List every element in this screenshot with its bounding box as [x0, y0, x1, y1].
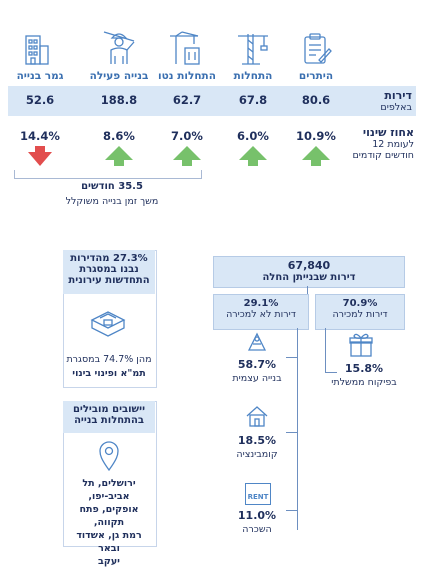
change-starts: 6.0% [237, 129, 269, 143]
finished-building-icon [20, 32, 52, 66]
row-label-dwellings-main: דירות [384, 89, 412, 102]
change-permits: 10.9% [296, 129, 336, 143]
total-starts-label: דירות שבנייתן החלה [262, 272, 356, 283]
leading-cities-list: ירושלים, תל אביב-יפו, אופקים, פתח תקווה,… [64, 477, 154, 568]
gift-box-icon [348, 332, 374, 358]
total-starts-box: 67,840 דירות שבנייתן החלה [213, 256, 405, 288]
up-arrow-icon [239, 146, 267, 166]
row-label-dwellings: דירות באלפים [346, 89, 412, 113]
value-net-starts: 62.7 [172, 93, 202, 107]
dwellings-band [8, 86, 416, 116]
connector [325, 372, 337, 373]
column-title-permits: היתרים [298, 70, 334, 82]
row-label-dwellings-sub: באלפים [380, 102, 412, 113]
urban-renewal-header: 27.3% מהדירות נבנו במסגרת התחדשות עירוני… [63, 250, 155, 294]
column-title-completion: גמר בנייה [16, 70, 64, 82]
not-for-sale-label: דירות לא למכירה [226, 309, 296, 320]
change-active-construction: 8.6% [103, 129, 135, 143]
leading-cities-title2: בהתחלות בנייה [74, 415, 144, 426]
rent-label: השכרה [242, 524, 272, 535]
value-active-construction: 188.8 [100, 93, 138, 107]
self-build-icon [245, 330, 269, 354]
value-permits: 80.6 [301, 93, 331, 107]
row-label-change: אחוז שינוי לעומת 12 חודשים קודמים [338, 126, 414, 161]
up-arrow-icon [173, 146, 201, 166]
leading-cities-header: יישובים מובילים בהתחלות בנייה [63, 401, 155, 433]
column-title-net-starts: התחלות נטו [158, 70, 216, 82]
connector [286, 432, 297, 433]
row-label-change-sub-1: לעומת 12 [372, 139, 414, 150]
construction-worker-icon [101, 28, 137, 66]
total-starts-value: 67,840 [287, 259, 331, 272]
urban-renewal-line1: 27.3% מהדירות [70, 253, 148, 264]
up-arrow-icon [105, 146, 133, 166]
urban-renewal-line3: התחדשות עירונית [68, 275, 150, 286]
construction-time-label: משך זמן בנייה משוקלל [65, 196, 159, 207]
value-completion: 52.6 [25, 93, 55, 107]
down-arrow-icon [28, 146, 52, 166]
for-sale-label: דירות למכירה [332, 309, 388, 320]
self-build-label: בנייה עצמית [232, 373, 282, 384]
column-title-active-construction: בנייה פעילה [89, 70, 149, 82]
not-for-sale-value: 29.1% [243, 298, 279, 309]
location-pin-icon [97, 440, 121, 472]
connector [286, 510, 297, 511]
leading-cities-line3: רמת גן, אשדוד ובאר [76, 530, 142, 554]
rent-sign-icon: RENT [245, 483, 271, 505]
connector [307, 286, 308, 294]
blueprint-phone-icon [88, 306, 128, 340]
leading-cities-line4: יעקב [98, 556, 120, 567]
change-completion: 14.4% [20, 129, 60, 143]
urban-renewal-detail2: תמ"א ופינוי בינוי [72, 368, 146, 379]
subsidized-label: בפיקוח ממשלתי [331, 377, 397, 388]
construction-crane-icon [236, 30, 270, 66]
self-build-value: 58.7% [237, 358, 277, 371]
connector [297, 328, 298, 530]
change-net-starts: 7.0% [171, 129, 203, 143]
subsidized-value: 15.8% [344, 362, 384, 375]
not-for-sale-box: 29.1% דירות לא למכירה [213, 294, 309, 330]
up-arrow-icon [302, 146, 330, 166]
column-title-starts: התחלות [233, 70, 273, 82]
rent-value: 11.0% [237, 509, 277, 522]
value-starts: 67.8 [238, 93, 268, 107]
row-label-change-main: אחוז שינוי [362, 126, 414, 139]
crane-building-icon [168, 30, 204, 66]
connector [325, 328, 326, 372]
for-sale-box: 70.9% דירות למכירה [315, 294, 405, 330]
rent-sign-text: RENT [247, 493, 269, 501]
leading-cities-title1: יישובים מובילים [72, 404, 146, 415]
urban-renewal-line2: נבנו במסגרת [79, 264, 139, 275]
leading-cities-line2: אופקים, פתח תקווה, [79, 504, 139, 528]
combination-value: 18.5% [237, 434, 277, 447]
connector [286, 357, 297, 358]
leading-cities-line1: ירושלים, תל אביב-יפו, [82, 478, 136, 502]
urban-renewal-detail1: מהן 74.7% במסגרת [66, 354, 152, 365]
for-sale-value: 70.9% [342, 298, 378, 309]
row-label-change-sub-2: חודשים קודמים [352, 150, 414, 161]
permit-document-icon [299, 32, 333, 66]
construction-time-value: 35.5 חודשים [81, 181, 143, 192]
house-combination-icon [244, 404, 270, 428]
combination-label: קומבינציה [236, 449, 278, 460]
bracket-line [14, 170, 202, 179]
